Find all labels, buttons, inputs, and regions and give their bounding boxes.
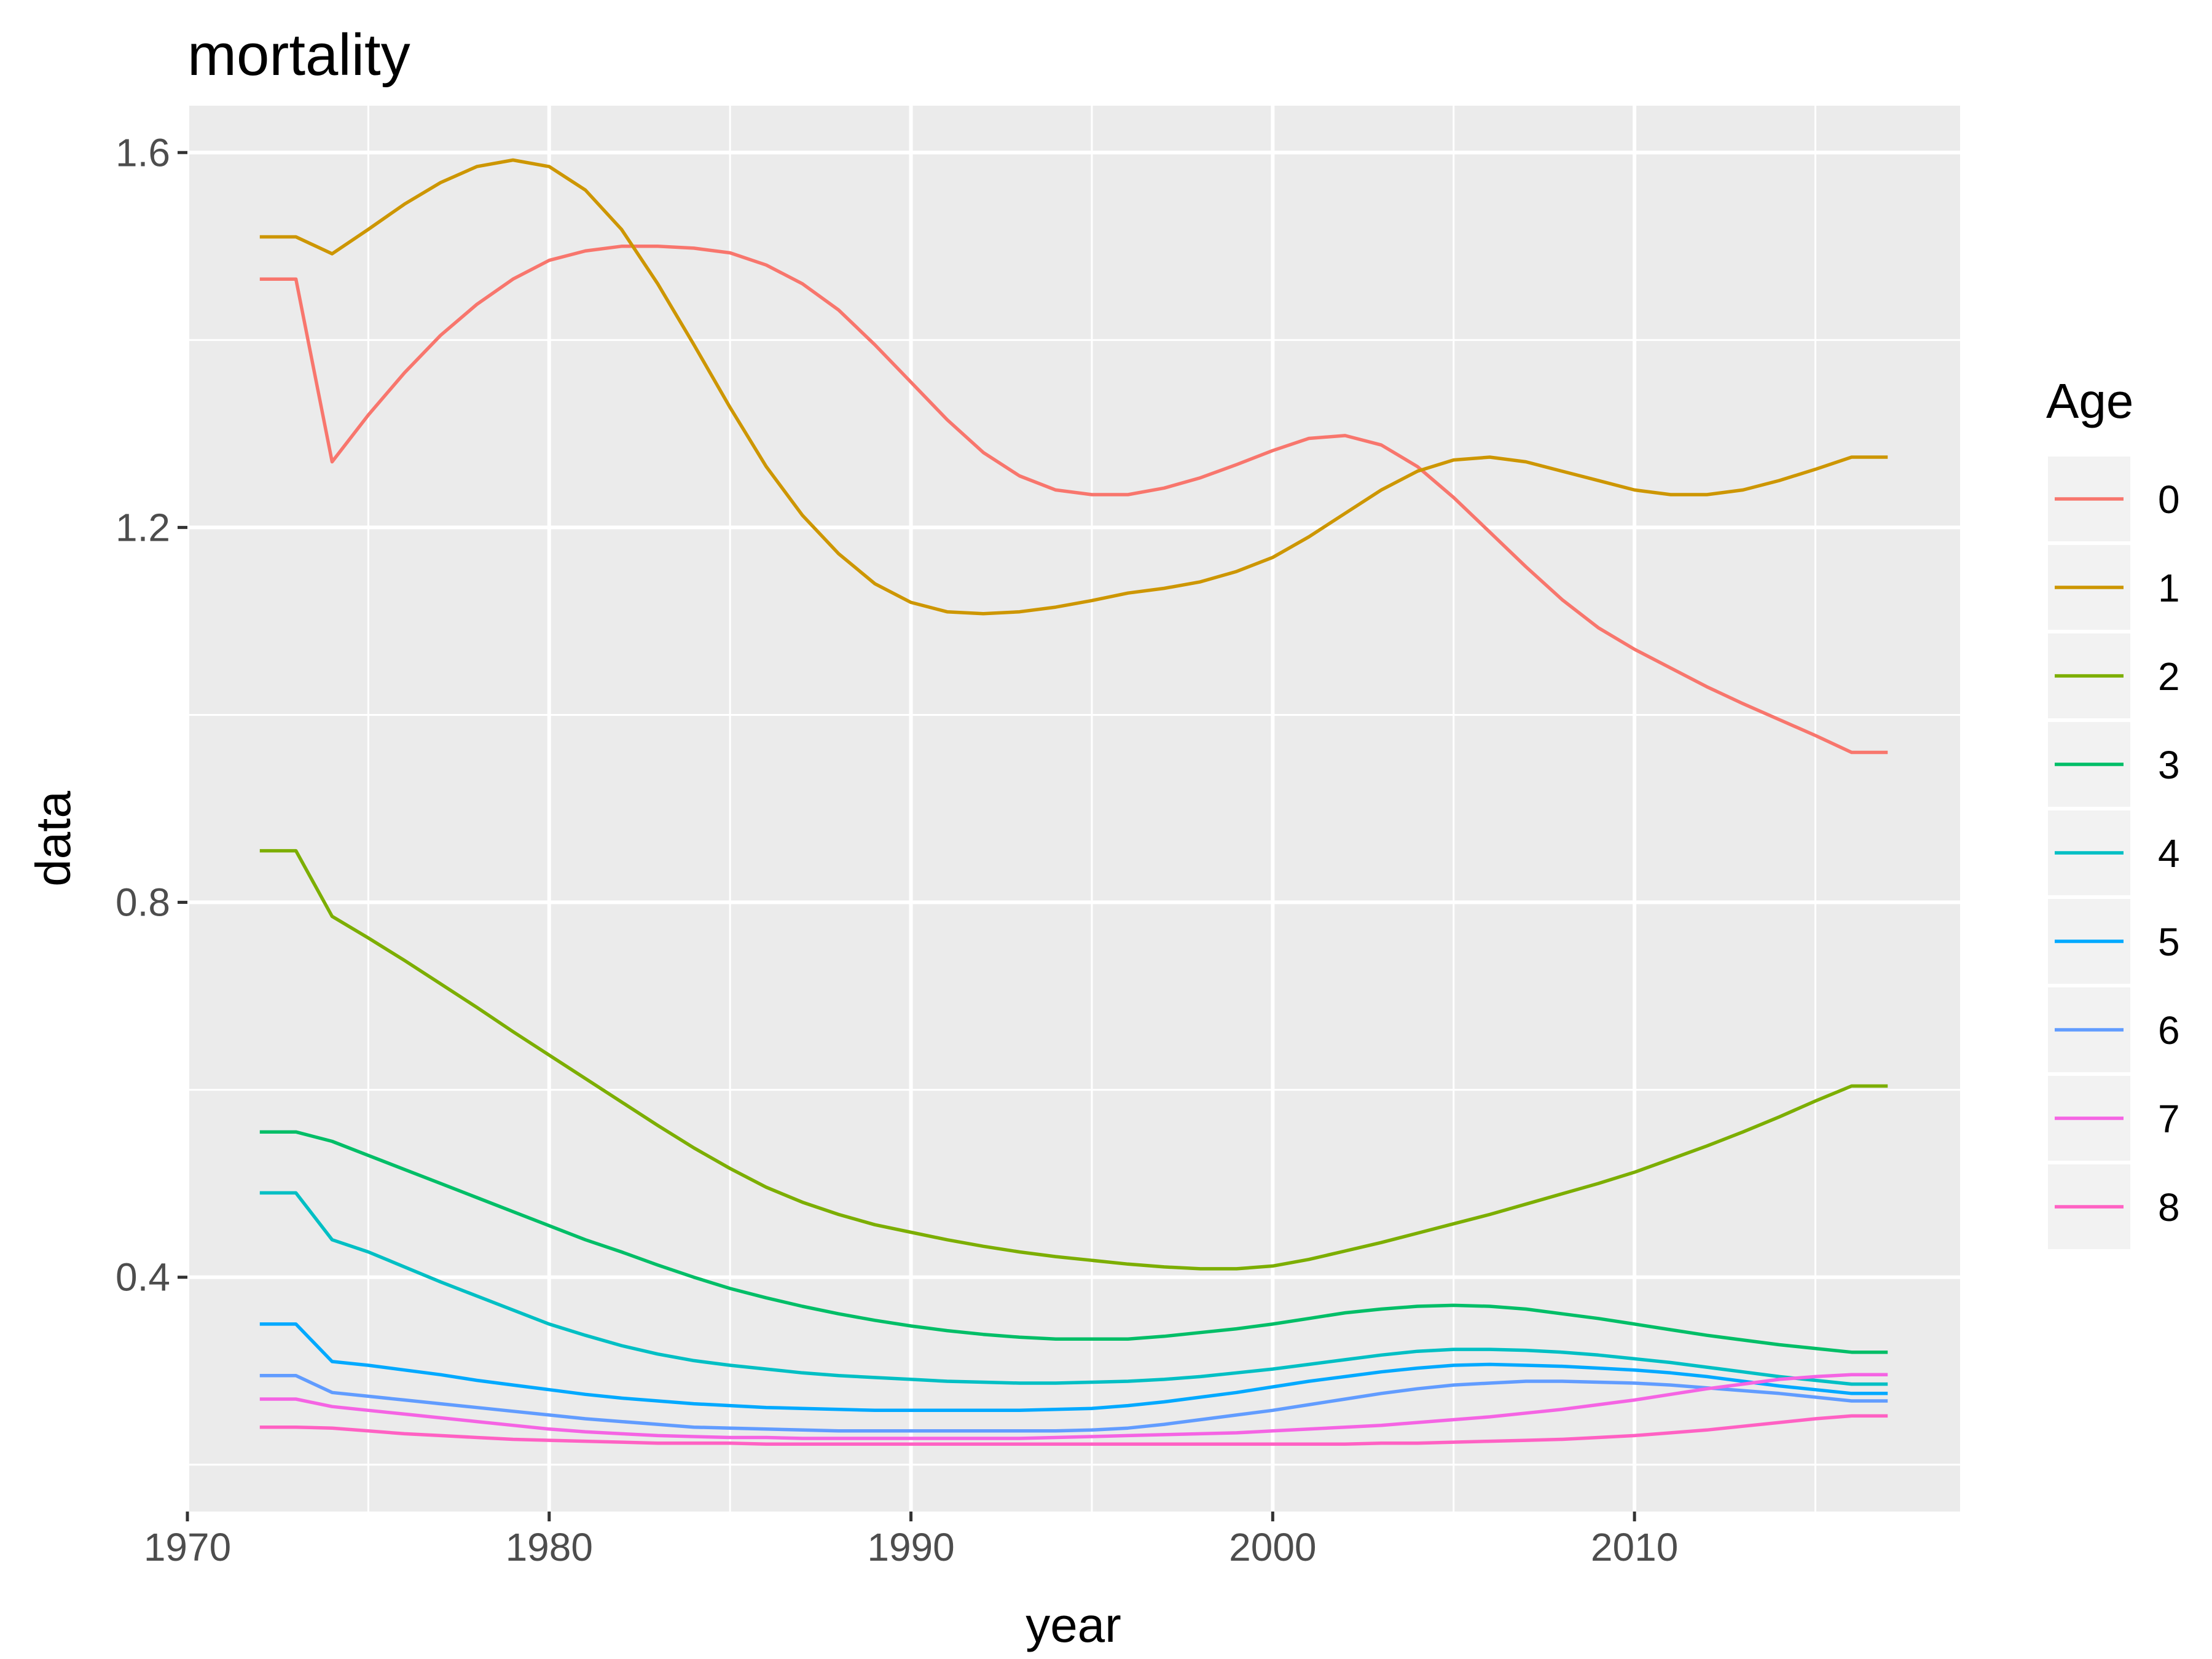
- series-line-age-5: [259, 1322, 1888, 1413]
- legend-label-age-7: 7: [2158, 1097, 2180, 1141]
- series-line-age-4: [259, 1191, 1888, 1386]
- legend-label-age-4: 4: [2158, 831, 2180, 876]
- x-tick-label: 1980: [506, 1525, 593, 1569]
- legend-title: Age: [2046, 374, 2133, 428]
- plot-panel: [187, 106, 1960, 1512]
- x-tick-label: 2010: [1591, 1525, 1678, 1569]
- legend-label-age-1: 1: [2158, 566, 2180, 610]
- x-tick-label: 1990: [867, 1525, 954, 1569]
- chart-title: mortality: [187, 22, 410, 88]
- y-tick-label: 0.4: [116, 1255, 170, 1300]
- series-line-age-2: [259, 849, 1888, 1271]
- x-tick-label: 1970: [144, 1525, 231, 1569]
- series-line-age-8: [259, 1414, 1888, 1446]
- y-axis: 0.4 0.8 1.2 1.6: [116, 130, 187, 1300]
- minor-gridlines: [187, 106, 1960, 1512]
- series-line-age-1: [259, 158, 1888, 616]
- x-tick-label: 2000: [1229, 1525, 1316, 1569]
- x-axis-title: year: [1026, 1598, 1121, 1652]
- legend-label-age-0: 0: [2158, 477, 2180, 522]
- series-line-age-3: [259, 1130, 1888, 1354]
- legend-label-age-5: 5: [2158, 920, 2180, 964]
- legend-label-age-3: 3: [2158, 743, 2180, 787]
- series-line-age-0: [259, 245, 1888, 755]
- legend-label-age-2: 2: [2158, 654, 2180, 699]
- y-tick-label: 0.8: [116, 880, 170, 925]
- y-tick-label: 1.2: [116, 505, 170, 549]
- y-tick-label: 1.6: [116, 130, 170, 175]
- legend-label-age-8: 8: [2158, 1185, 2180, 1230]
- legend: Age 0 1 2 3 4 5 6 7 8: [2044, 374, 2180, 1253]
- legend-label-age-6: 6: [2158, 1008, 2180, 1053]
- series-line-age-7: [259, 1373, 1888, 1440]
- x-axis: 1970 1980 1990 2000 2010: [144, 1512, 1678, 1569]
- series-line-age-6: [259, 1374, 1888, 1433]
- y-axis-title: data: [26, 791, 80, 887]
- series-lines: [259, 158, 1888, 1446]
